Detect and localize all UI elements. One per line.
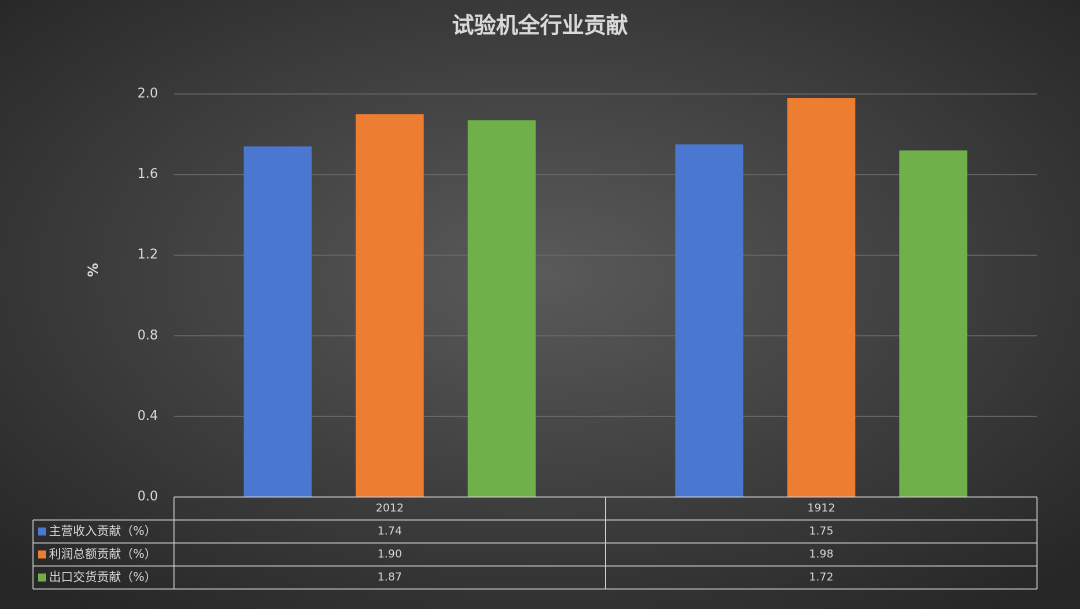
bar <box>787 98 856 497</box>
x-tick-label: 1912 <box>807 502 835 515</box>
data-label: 1.98 <box>809 548 834 561</box>
y-tick-label: 0.0 <box>137 490 158 505</box>
y-axis-label: % <box>86 263 102 277</box>
y-tick-label: 0.8 <box>137 328 158 343</box>
bar <box>467 120 536 497</box>
legend-label: 利润总额贡献（%） <box>49 546 156 561</box>
legend-swatch <box>38 573 46 582</box>
y-tick-label: 0.4 <box>137 409 158 424</box>
y-tick-label: 1.2 <box>137 248 158 263</box>
legend-label: 出口交货贡献（%） <box>49 569 156 584</box>
x-tick-label: 2012 <box>376 502 404 515</box>
data-label: 1.74 <box>378 525 403 538</box>
data-label: 1.87 <box>378 571 403 584</box>
bar <box>899 150 968 498</box>
data-label: 1.72 <box>809 571 834 584</box>
data-label: 1.75 <box>809 525 834 538</box>
chart-title: 试验机全行业贡献 <box>452 13 628 39</box>
data-label: 1.90 <box>378 548 403 561</box>
y-tick-label: 1.6 <box>137 167 158 182</box>
bar <box>675 144 744 497</box>
legend-label: 主营收入贡献（%） <box>49 523 156 538</box>
bar <box>355 114 424 498</box>
y-tick-label: 2.0 <box>137 87 158 102</box>
bar <box>243 146 312 497</box>
legend-swatch <box>38 527 46 536</box>
legend-swatch <box>38 550 46 559</box>
